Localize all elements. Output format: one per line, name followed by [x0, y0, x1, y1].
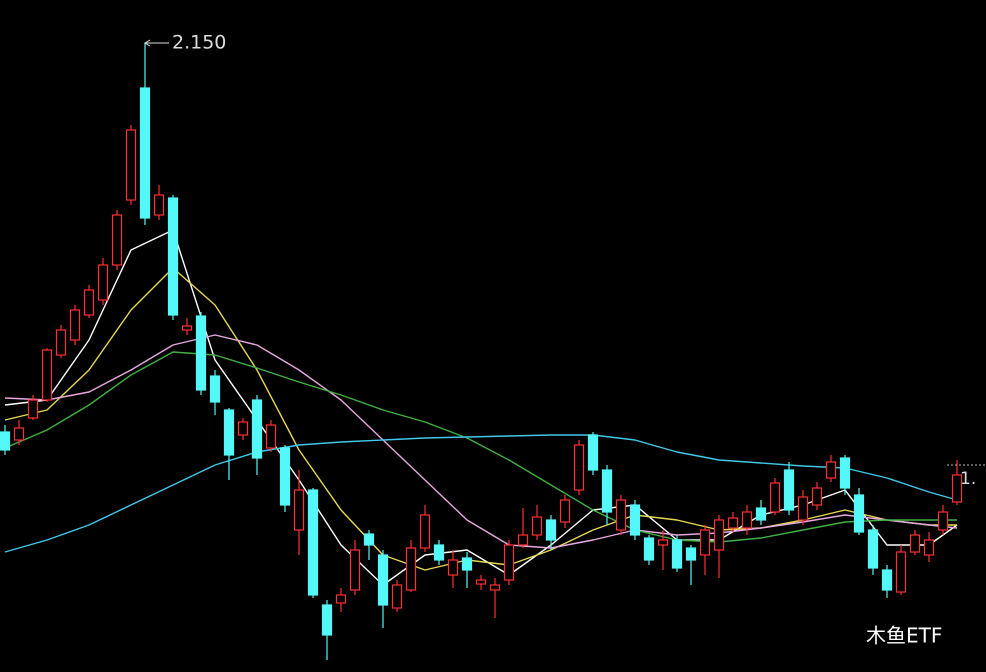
candle-body	[27, 399, 39, 419]
candle-body	[55, 329, 67, 356]
candle-body	[139, 87, 151, 219]
candle-body	[475, 579, 487, 585]
candle-body	[783, 469, 795, 511]
candle-body	[881, 569, 893, 591]
candle-body	[181, 325, 193, 331]
candle-body	[685, 547, 697, 561]
candle-body	[13, 427, 25, 441]
candle-body	[601, 469, 613, 513]
candle-body	[335, 594, 347, 604]
candle-body	[517, 534, 529, 546]
candle-body	[419, 514, 431, 549]
candle-body	[671, 539, 683, 569]
candle-body	[405, 547, 417, 591]
candle-body	[713, 519, 725, 551]
candle-body	[111, 214, 123, 266]
candle-body	[531, 516, 543, 536]
candle-body	[195, 315, 207, 391]
candle-body	[209, 375, 221, 403]
candle-body	[223, 409, 235, 456]
candle-body	[769, 482, 781, 513]
ma-line	[4, 351, 957, 543]
candle-body	[265, 424, 277, 449]
candle-body	[909, 534, 921, 553]
candle-body	[461, 557, 473, 571]
candles	[0, 43, 963, 660]
candle-body	[923, 539, 935, 556]
candle-body	[839, 457, 851, 489]
candle-body	[391, 584, 403, 609]
candle-body	[125, 129, 137, 201]
candle-body	[293, 489, 305, 531]
candle-body	[741, 511, 753, 529]
candle-body	[895, 551, 907, 593]
candle-body	[447, 559, 459, 576]
candle-body	[727, 517, 739, 529]
candle-body	[349, 549, 361, 591]
candle-body	[545, 519, 557, 541]
candle-body	[489, 584, 501, 591]
annotation-arrow	[144, 39, 169, 47]
candle-body	[167, 197, 179, 316]
candle-body	[573, 444, 585, 491]
candle-body	[503, 544, 515, 581]
candle-body	[433, 544, 445, 561]
candle-body	[307, 489, 319, 596]
candle-body	[657, 539, 669, 546]
last-price-label: 1.	[960, 469, 976, 489]
ma-lines	[4, 229, 958, 586]
candle-body	[83, 289, 95, 316]
candle-body	[825, 461, 837, 479]
candle-body	[321, 604, 333, 636]
candle-body	[699, 529, 711, 556]
candle-body	[237, 421, 249, 436]
ma-line	[4, 334, 958, 549]
ma-line	[4, 267, 957, 571]
candle-body	[867, 529, 879, 569]
ma-line	[4, 434, 958, 553]
annotation: 2.150	[172, 32, 226, 54]
candle-body	[951, 474, 963, 503]
candle-body	[587, 434, 599, 471]
candle-body	[279, 447, 291, 506]
candle-body	[853, 494, 865, 533]
candle-body	[643, 537, 655, 561]
candle-body	[69, 309, 81, 341]
candle-body	[811, 487, 823, 506]
candle-body	[153, 194, 165, 216]
candle-body	[559, 499, 571, 523]
candle-body	[0, 431, 11, 451]
candle-body	[41, 349, 53, 401]
candle-body	[363, 533, 375, 546]
watermark: 木鱼ETF	[866, 624, 942, 648]
candle-body	[629, 504, 641, 536]
candle-body	[251, 399, 263, 459]
candle-body	[615, 499, 627, 531]
candle-body	[797, 496, 809, 521]
candle-body	[377, 554, 389, 606]
candle-body	[755, 507, 767, 521]
candle-body	[937, 511, 949, 531]
candle-body	[97, 264, 109, 301]
